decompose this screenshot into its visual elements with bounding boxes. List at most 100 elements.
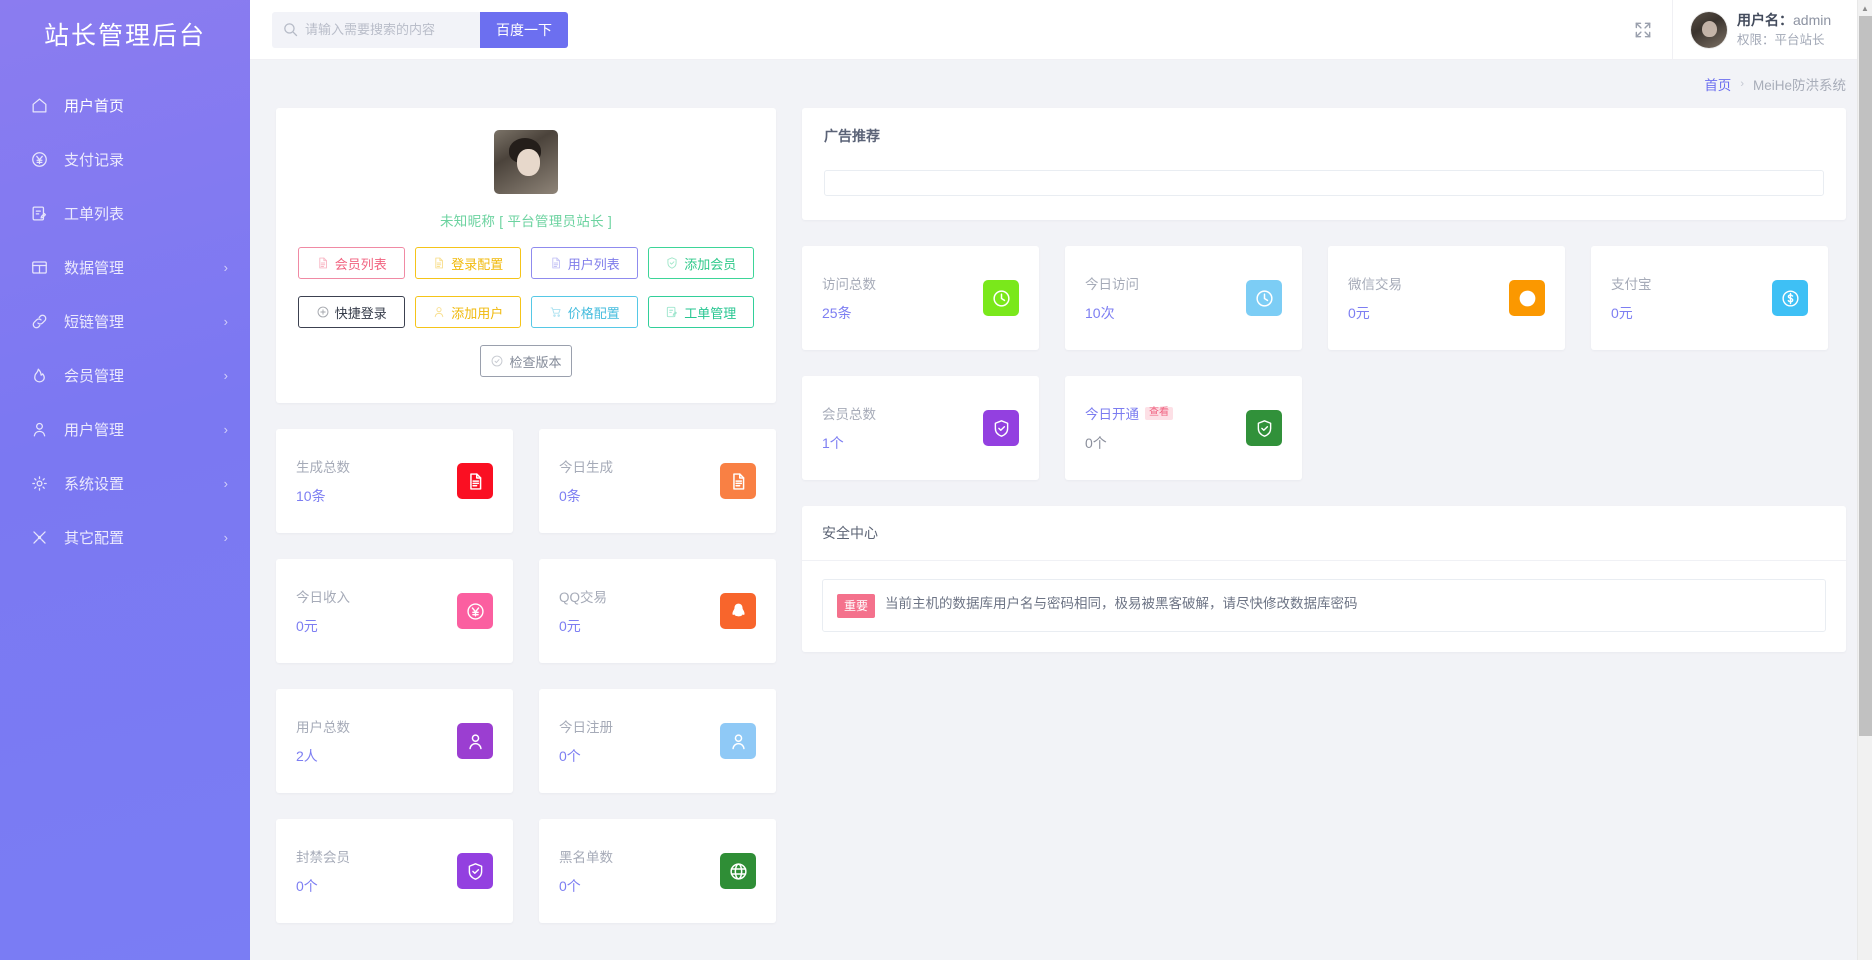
sidebar-item-9[interactable]: 其它配置 › — [0, 510, 250, 564]
right-column: 广告推荐 访问总数 25条 今日访问 10次 微信交易 0元 支付宝 0元 会员总数 1个 今日开通… — [802, 108, 1846, 653]
stat-label: 黑名单数 — [559, 850, 613, 865]
sidebar-item-label: 用户管理 — [64, 421, 125, 439]
search-submit-button[interactable]: 百度一下 — [480, 11, 568, 48]
file-icon — [549, 256, 563, 270]
stat-text: 访问总数 25条 — [822, 273, 876, 323]
stat-card[interactable]: 生成总数 10条 — [276, 429, 513, 533]
user-name-row: 用户名：admin — [1737, 10, 1831, 30]
stat-card[interactable]: 用户总数 2人 — [276, 689, 513, 793]
chevron-right-icon: › — [223, 421, 228, 437]
ad-card-title: 广告推荐 — [824, 128, 880, 144]
person-icon — [457, 723, 493, 759]
status-badge[interactable]: 查看 — [1145, 406, 1173, 420]
sidebar-item-label: 系统设置 — [64, 475, 125, 493]
stat-label: 用户总数 — [296, 720, 350, 735]
quick-btn-1-3[interactable]: 用户列表 — [531, 247, 638, 279]
quick-btn-1-4[interactable]: 添加会员 — [647, 247, 754, 279]
quick-btn-1-1[interactable]: 会员列表 — [298, 247, 405, 279]
cart-icon — [549, 305, 563, 319]
avatar — [1691, 11, 1727, 48]
sidebar-item-8[interactable]: 系统设置 › — [0, 456, 250, 510]
stat-label-row: 封禁会员 — [296, 846, 350, 866]
sidebar-item-7[interactable]: 用户管理 › — [0, 402, 250, 456]
globe-icon — [720, 853, 756, 889]
stat-card[interactable]: 黑名单数 0个 — [539, 819, 776, 923]
stat-text: 用户总数 2人 — [296, 716, 350, 766]
stat-value: 10条 — [296, 488, 326, 504]
file-icon — [432, 256, 446, 270]
clock-icon — [1246, 280, 1282, 316]
stat-card[interactable]: 今日收入 0元 — [276, 559, 513, 663]
clock-icon — [983, 280, 1019, 316]
stat-card[interactable]: 今日访问 10次 — [1065, 246, 1302, 350]
stat-card[interactable]: 支付宝 0元 — [1591, 246, 1828, 350]
search-input[interactable] — [305, 22, 470, 37]
stat-label: 今日开通 — [1085, 407, 1139, 422]
sidebar-item-1[interactable]: 用户首页 — [0, 78, 250, 132]
chevron-right-icon: › — [1740, 78, 1744, 90]
stat-label-row: 支付宝 — [1611, 273, 1652, 293]
stat-card[interactable]: 今日注册 0个 — [539, 689, 776, 793]
sidebar-item-4[interactable]: 数据管理 › — [0, 240, 250, 294]
stat-value: 1个 — [822, 435, 844, 451]
wechat-icon — [1509, 280, 1545, 316]
stat-label: QQ交易 — [559, 590, 608, 605]
sidebar-item-3[interactable]: 工单列表 — [0, 186, 250, 240]
sidebar-item-2[interactable]: 支付记录 — [0, 132, 250, 186]
quick-btn-2-4[interactable]: 工单管理 — [647, 296, 754, 328]
quick-btn-label: 用户列表 — [567, 256, 620, 272]
user-icon — [30, 420, 56, 439]
brand-title: 站长管理后台 — [43, 22, 206, 50]
stat-card[interactable]: 会员总数 1个 — [802, 376, 1039, 480]
top-bar: 百度一下 用户名：admin 权限：平台站长 — [250, 0, 1872, 60]
tools-icon — [30, 528, 56, 547]
main-area: 百度一下 用户名：admin 权限：平台站长 — [250, 0, 1872, 960]
shield-check-icon — [1246, 410, 1282, 446]
search-box[interactable] — [272, 11, 480, 48]
document-icon — [720, 463, 756, 499]
stat-cards-right: 访问总数 25条 今日访问 10次 微信交易 0元 支付宝 0元会员总数 1个 今日开通 查看 0个 — [802, 246, 1846, 480]
shield-check-icon — [665, 256, 679, 270]
sidebar-item-6[interactable]: 会员管理 › — [0, 348, 250, 402]
security-center-body: 重要 当前主机的数据库用户名与密码相同，极易被黑客破解，请尽快修改数据库密码 — [802, 561, 1846, 652]
stat-label-row: 今日注册 — [559, 716, 613, 736]
stat-card[interactable]: 微信交易 0元 — [1328, 246, 1565, 350]
file-icon — [316, 256, 330, 270]
stat-card[interactable]: 今日开通 查看 0个 — [1065, 376, 1302, 480]
stat-card[interactable]: 访问总数 25条 — [802, 246, 1039, 350]
quick-btn-2-1[interactable]: 快捷登录 — [298, 296, 405, 328]
sidebar-item-label: 数据管理 — [64, 259, 125, 277]
user-block[interactable]: 用户名：admin 权限：平台站长 — [1672, 0, 1872, 60]
quick-btn-2-2[interactable]: 添加用户 — [414, 296, 521, 328]
search-icon — [282, 21, 299, 38]
chevron-right-icon: › — [223, 367, 228, 383]
yen-circle-icon — [30, 150, 56, 169]
stat-value: 0条 — [559, 488, 581, 504]
stat-card[interactable]: 今日生成 0条 — [539, 429, 776, 533]
stat-label: 今日收入 — [296, 590, 350, 605]
stat-label-row: 今日开通 查看 — [1085, 403, 1173, 423]
stat-label: 访问总数 — [822, 277, 876, 292]
stat-value: 0个 — [559, 748, 581, 764]
scrollbar-thumb[interactable] — [1859, 16, 1872, 736]
quick-btn-1-2[interactable]: 登录配置 — [414, 247, 521, 279]
quick-btn-label: 添加用户 — [451, 305, 504, 321]
scroll-up-arrow-icon[interactable]: ▲ — [1858, 0, 1872, 16]
sidebar-item-5[interactable]: 短链管理 › — [0, 294, 250, 348]
fullscreen-icon[interactable] — [1614, 0, 1672, 60]
left-column: 未知昵称 [ 平台管理员站长 ] 会员列表 登录配置 用户列表 添加会员 快捷登录 添加… — [276, 108, 776, 923]
profile-nickname: 未知昵称 [ 平台管理员站长 ] — [439, 214, 613, 229]
quick-btn-2-3[interactable]: 价格配置 — [531, 296, 638, 328]
stat-card[interactable]: QQ交易 0元 — [539, 559, 776, 663]
breadcrumb-home[interactable]: 首页 — [1704, 78, 1732, 93]
stat-text: 支付宝 0元 — [1611, 273, 1652, 323]
quick-btn-label: 工单管理 — [684, 305, 737, 321]
stat-label: 今日访问 — [1085, 277, 1139, 292]
page-scrollbar[interactable]: ▲ — [1857, 0, 1872, 960]
ad-slot[interactable] — [824, 170, 1824, 196]
stat-text: 今日收入 0元 — [296, 586, 350, 636]
stat-card[interactable]: 封禁会员 0个 — [276, 819, 513, 923]
quick-btn-3-1[interactable]: 检查版本 — [480, 345, 572, 377]
security-center-card: 安全中心 重要 当前主机的数据库用户名与密码相同，极易被黑客破解，请尽快修改数据库密… — [802, 506, 1846, 653]
ticket-icon — [30, 204, 56, 223]
